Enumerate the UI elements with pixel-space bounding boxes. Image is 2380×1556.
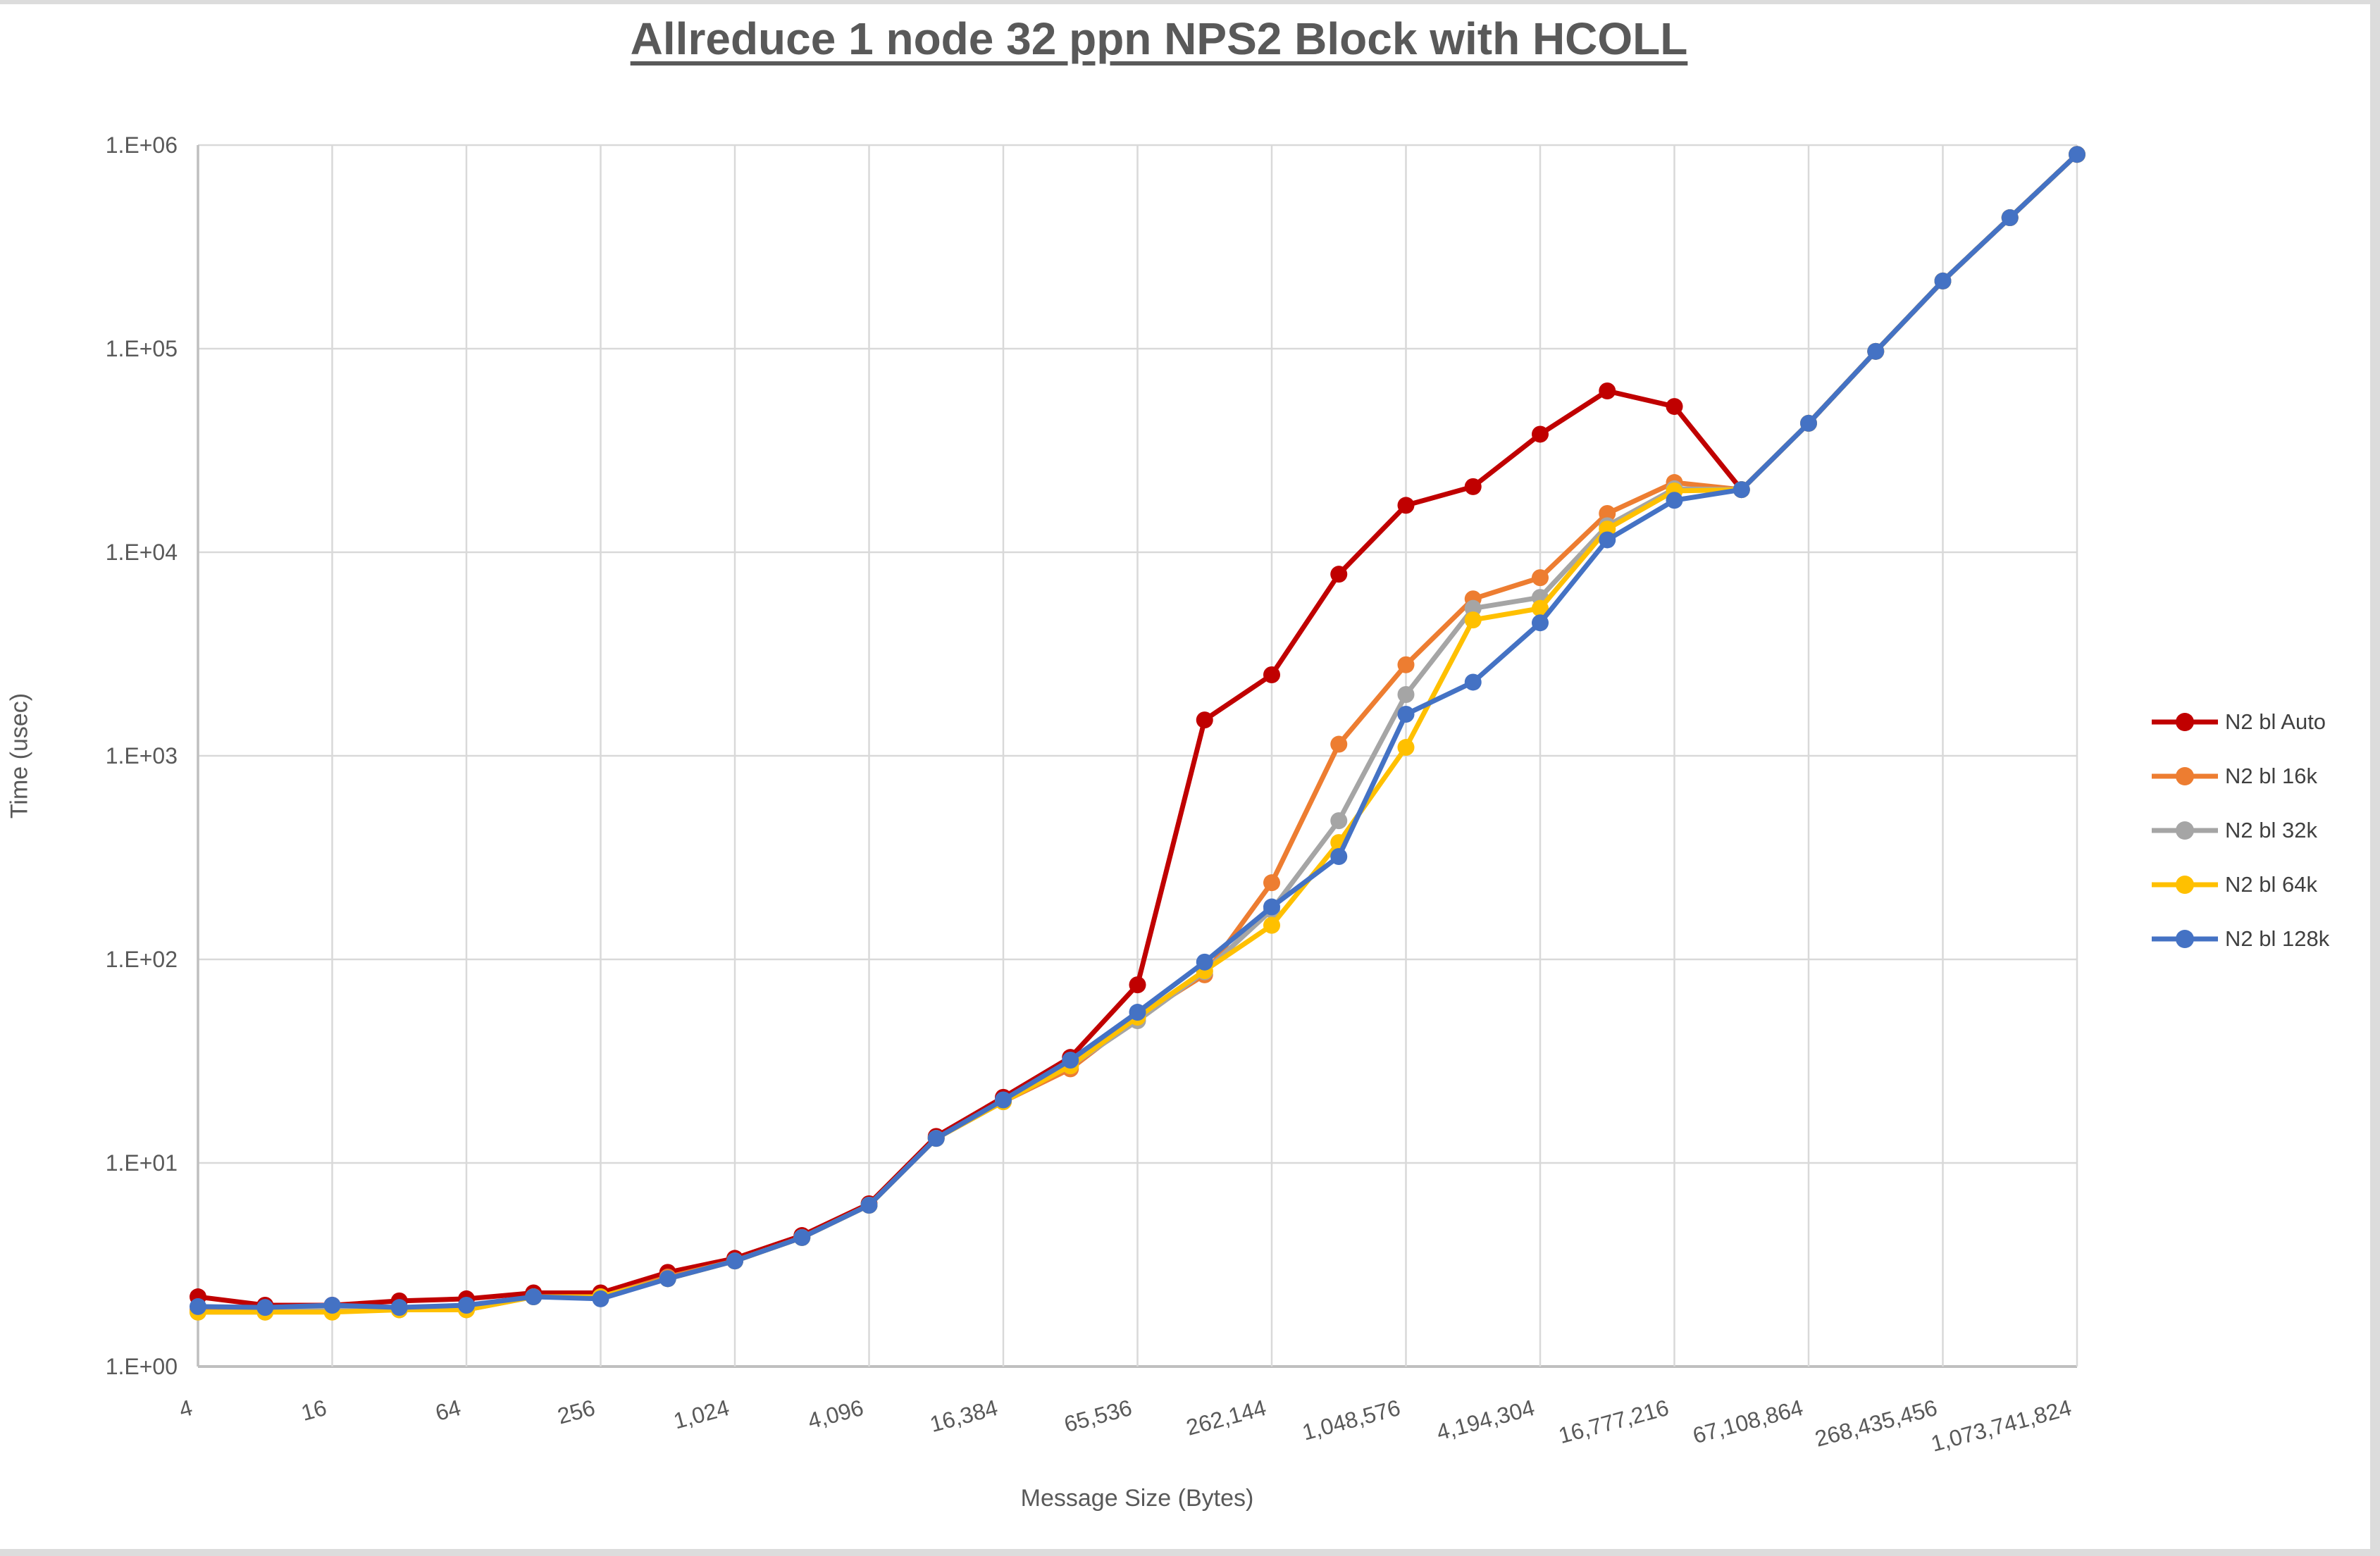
legend-swatch-icon (2152, 766, 2218, 785)
data-point-n2-bl-128k (1263, 898, 1280, 916)
x-tick-label: 64 (433, 1395, 464, 1426)
data-point-n2-bl-auto (1532, 425, 1549, 443)
data-point-n2-bl-128k (256, 1299, 274, 1317)
data-point-n2-bl-auto (1330, 566, 1348, 583)
data-point-n2-bl-128k (323, 1297, 341, 1314)
data-point-n2-bl-128k (1599, 531, 1616, 549)
data-point-n2-bl-auto (1263, 666, 1280, 683)
legend-label: N2 bl 16k (2225, 763, 2317, 788)
legend-item-n2-bl-32k: N2 bl 32k (2152, 803, 2329, 857)
x-tick-label: 67,108,864 (1690, 1395, 1806, 1448)
data-point-n2-bl-32k (1330, 812, 1348, 830)
window-edge-right (2370, 0, 2380, 1556)
data-point-n2-bl-128k (2001, 209, 2019, 227)
x-tick-label: 16 (299, 1395, 330, 1426)
data-point-n2-bl-64k (1263, 916, 1280, 934)
y-tick-label: 1.E+04 (106, 540, 178, 565)
data-point-n2-bl-64k (1397, 739, 1415, 757)
legend-label: N2 bl 64k (2225, 871, 2317, 897)
x-tick-label: 1,048,576 (1299, 1395, 1403, 1445)
data-point-n2-bl-32k (1464, 599, 1482, 617)
data-point-n2-bl-128k (2069, 146, 2085, 163)
data-point-n2-bl-128k (793, 1228, 811, 1246)
window-edge-top (0, 0, 2380, 4)
y-tick-label: 1.E+02 (106, 947, 178, 972)
data-point-n2-bl-16k (1397, 656, 1415, 673)
data-point-n2-bl-128k (995, 1091, 1012, 1109)
y-tick-label: 1.E+05 (106, 336, 178, 361)
legend-label: N2 bl 128k (2225, 926, 2330, 951)
data-point-n2-bl-128k (1330, 848, 1348, 866)
data-point-n2-bl-auto (1464, 478, 1482, 495)
data-point-n2-bl-128k (1532, 614, 1549, 632)
data-point-n2-bl-32k (1397, 686, 1415, 704)
x-tick-label: 256 (554, 1395, 597, 1429)
data-point-n2-bl-128k (860, 1196, 878, 1214)
legend-item-n2-bl-64k: N2 bl 64k (2152, 857, 2329, 911)
x-tick-label: 268,435,456 (1812, 1395, 1940, 1452)
legend-swatch-icon (2152, 821, 2218, 840)
legend-swatch-icon (2152, 929, 2218, 948)
data-point-n2-bl-auto (1599, 382, 1616, 399)
data-point-n2-bl-auto (1196, 711, 1213, 729)
x-tick-label: 4 (176, 1395, 195, 1422)
data-point-n2-bl-auto (1666, 398, 1683, 416)
data-point-n2-bl-16k (1263, 874, 1280, 892)
data-point-n2-bl-64k (1464, 611, 1482, 629)
y-tick-label: 1.E+00 (106, 1354, 178, 1379)
y-tick-label: 1.E+06 (106, 132, 178, 158)
x-tick-label: 16,384 (927, 1395, 1000, 1437)
legend-item-n2-bl-128k: N2 bl 128k (2152, 911, 2329, 966)
y-tick-label: 1.E+01 (106, 1150, 178, 1176)
x-tick-label: 4,194,304 (1434, 1395, 1537, 1445)
data-point-n2-bl-128k (659, 1270, 676, 1288)
x-tick-label: 262,144 (1184, 1395, 1269, 1440)
x-tick-label: 65,536 (1061, 1395, 1134, 1437)
x-tick-label: 1,024 (671, 1395, 732, 1433)
legend-label: N2 bl Auto (2225, 709, 2326, 734)
data-point-n2-bl-128k (1196, 953, 1213, 971)
data-point-n2-bl-128k (1464, 673, 1482, 691)
chart-title: Allreduce 1 node 32 ppn NPS2 Block with … (630, 13, 1688, 64)
x-tick-label: 1,073,741,824 (1928, 1395, 2074, 1457)
x-tick-label: 4,096 (805, 1395, 867, 1433)
window-edge-bottom (0, 1549, 2380, 1556)
data-point-n2-bl-128k (525, 1288, 543, 1306)
x-axis-title: Message Size (Bytes) (1020, 1485, 1254, 1512)
y-axis-title: Time (usec) (6, 692, 33, 819)
data-point-n2-bl-16k (1532, 569, 1549, 587)
data-point-n2-bl-16k (1599, 504, 1616, 522)
data-point-n2-bl-128k (1934, 272, 1952, 290)
data-point-n2-bl-64k (1532, 599, 1549, 617)
data-point-n2-bl-128k (458, 1297, 475, 1314)
data-point-n2-bl-128k (1800, 414, 1817, 432)
data-point-n2-bl-128k (1062, 1052, 1079, 1069)
data-point-n2-bl-128k (1397, 706, 1415, 723)
legend: N2 bl Auto N2 bl 16k N2 bl 32k N2 bl 64k N2 … (2152, 695, 2329, 966)
y-tick-label: 1.E+03 (106, 743, 178, 768)
data-point-n2-bl-auto (1129, 976, 1146, 994)
data-point-n2-bl-128k (390, 1299, 408, 1317)
data-point-n2-bl-128k (1129, 1004, 1146, 1021)
legend-item-n2-bl-16k: N2 bl 16k (2152, 749, 2329, 803)
legend-label: N2 bl 32k (2225, 817, 2317, 842)
legend-swatch-icon (2152, 875, 2218, 894)
data-point-n2-bl-128k (190, 1297, 206, 1315)
data-point-n2-bl-16k (1330, 735, 1348, 753)
data-point-n2-bl-128k (726, 1252, 743, 1270)
data-point-n2-bl-128k (1733, 481, 1750, 499)
legend-swatch-icon (2152, 712, 2218, 731)
data-point-n2-bl-auto (1397, 497, 1415, 514)
data-point-n2-bl-128k (1867, 342, 1885, 360)
data-point-n2-bl-128k (927, 1130, 945, 1147)
x-tick-label: 16,777,216 (1556, 1395, 1671, 1448)
data-point-n2-bl-128k (1666, 492, 1683, 509)
data-point-n2-bl-128k (592, 1290, 609, 1307)
legend-item-n2-bl-auto: N2 bl Auto (2152, 695, 2329, 749)
